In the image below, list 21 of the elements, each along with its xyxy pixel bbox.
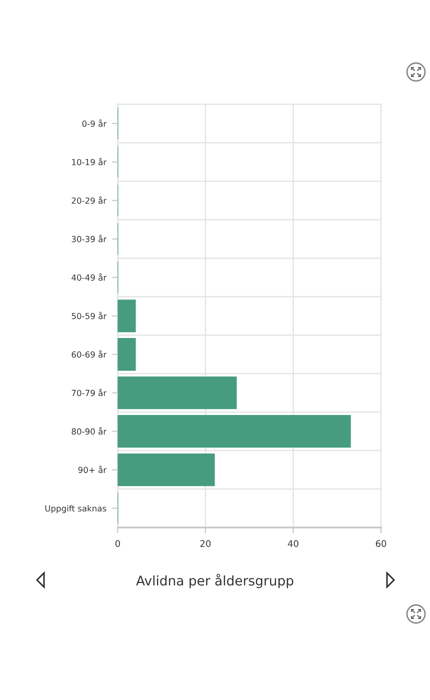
bar bbox=[118, 338, 136, 371]
x-tick-label: 40 bbox=[288, 540, 298, 547]
text: Avlidna per åldersgrupp bbox=[136, 574, 294, 588]
y-tick-label: 70-79 år bbox=[72, 388, 107, 396]
y-tick-label: 80-90 år bbox=[72, 427, 107, 435]
bar bbox=[118, 376, 237, 410]
x-tick-label: 20 bbox=[200, 540, 211, 547]
y-tick-label: 50-59 år bbox=[72, 312, 107, 320]
x-tick-label: 0 bbox=[115, 540, 120, 547]
y-tick-label: 20-29 år bbox=[72, 196, 107, 204]
bar bbox=[118, 300, 136, 332]
y-tick-label: 0-9 år bbox=[82, 119, 107, 127]
y-tick-label: 60-69 år bbox=[72, 350, 107, 358]
y-tick-label: 30-39 år bbox=[72, 234, 107, 242]
y-tick-label: 40-49 år bbox=[72, 273, 107, 281]
bar bbox=[118, 414, 351, 448]
y-tick-label: 10-19 år bbox=[72, 158, 107, 166]
y-tick-label: Uppgift saknas bbox=[45, 505, 106, 514]
bar bbox=[118, 453, 215, 486]
x-tick-label: 60 bbox=[376, 540, 386, 547]
y-tick-label: 90+ år bbox=[78, 466, 107, 474]
